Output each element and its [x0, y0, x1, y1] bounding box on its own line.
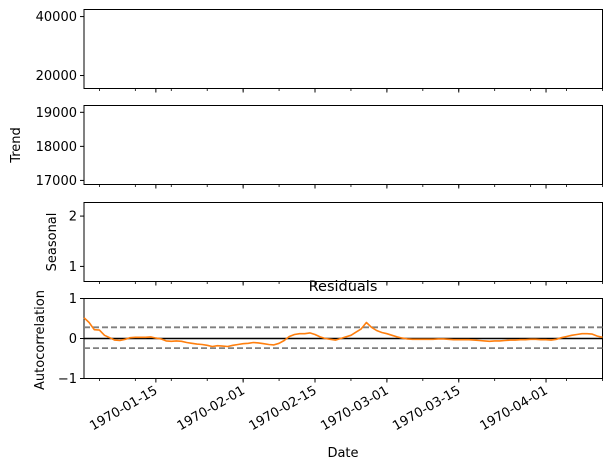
residuals-panel-title: Residuals	[309, 279, 378, 295]
residuals-y-tick-label: 0	[69, 332, 77, 347]
x-tick-label: 1970-03-15	[390, 383, 463, 434]
residuals-y-tick-label: 1	[69, 292, 77, 307]
observed-y-tick-label: 40000	[36, 10, 77, 25]
x-tick-label: 1970-04-01	[478, 383, 551, 434]
seasonal-panel-frame	[83, 202, 603, 282]
chart-marks: 20000 40000 17000 18000 19000 1 2 −1 0 1 1970-01-1…	[36, 10, 603, 434]
x-tick-label: 1970-01-15	[87, 383, 160, 434]
trend-y-tick-label: 18000	[36, 140, 77, 155]
seasonal-y-tick-label: 2	[69, 210, 77, 225]
trend-panel-frame	[83, 105, 603, 185]
observed-y-tick-label: 20000	[36, 69, 77, 84]
seasonal-y-axis-label: Seasonal	[45, 213, 60, 272]
x-tick-label: 1970-02-01	[175, 383, 248, 434]
x-axis-label: Date	[327, 446, 358, 461]
seasonal-y-tick-label: 1	[69, 260, 77, 275]
autocorrelation-series-line	[83, 317, 603, 348]
trend-y-axis-label: Trend	[9, 127, 24, 164]
x-tick-label: 1970-03-01	[318, 383, 391, 434]
observed-panel-frame	[83, 9, 603, 89]
residuals-y-tick-label: −1	[58, 372, 77, 387]
trend-y-tick-label: 19000	[36, 106, 77, 121]
residuals-y-axis-label: Autocorrelation	[33, 290, 48, 390]
trend-y-tick-label: 17000	[36, 174, 77, 189]
x-tick-label: 1970-02-15	[247, 383, 320, 434]
